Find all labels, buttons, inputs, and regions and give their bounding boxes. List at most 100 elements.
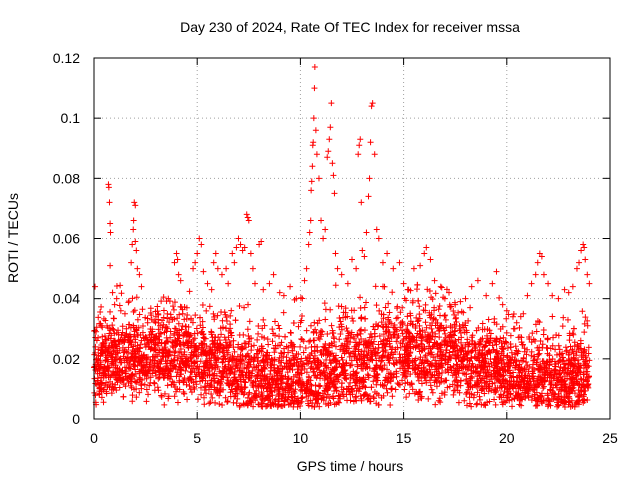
data-point xyxy=(222,325,229,332)
data-point xyxy=(249,382,256,389)
data-point xyxy=(334,265,341,272)
data-point xyxy=(103,379,110,386)
data-point xyxy=(491,396,498,403)
data-point xyxy=(133,247,140,254)
data-point xyxy=(555,342,562,349)
data-point xyxy=(442,360,449,367)
data-point xyxy=(404,313,411,320)
data-point xyxy=(330,330,337,337)
data-point xyxy=(490,359,497,366)
data-point xyxy=(415,297,422,304)
data-point xyxy=(465,341,472,348)
data-point xyxy=(536,319,543,326)
data-point xyxy=(369,341,376,348)
data-point xyxy=(368,103,375,110)
data-point xyxy=(326,379,333,386)
data-point xyxy=(393,359,400,366)
data-point xyxy=(311,319,318,326)
data-point xyxy=(435,306,442,313)
data-point xyxy=(320,367,327,374)
data-point xyxy=(461,397,468,404)
data-point xyxy=(363,229,370,236)
data-point xyxy=(194,396,201,403)
data-point xyxy=(106,372,113,379)
data-point xyxy=(93,381,100,388)
data-point xyxy=(318,360,325,367)
data-point xyxy=(533,377,540,384)
data-point xyxy=(326,370,333,377)
data-point xyxy=(515,334,522,341)
data-point xyxy=(265,397,272,404)
data-point xyxy=(351,353,358,360)
data-point xyxy=(353,380,360,387)
data-point xyxy=(104,358,111,365)
data-point xyxy=(152,372,159,379)
data-point xyxy=(232,392,239,399)
data-point xyxy=(324,154,331,161)
data-point xyxy=(564,316,571,323)
data-point xyxy=(326,136,333,143)
data-point xyxy=(438,284,445,291)
data-point xyxy=(146,382,153,389)
data-point xyxy=(201,394,208,401)
data-point xyxy=(379,344,386,351)
data-point xyxy=(232,365,239,372)
data-point xyxy=(226,367,233,374)
data-point xyxy=(206,349,213,356)
data-point xyxy=(222,336,229,343)
data-point xyxy=(389,289,396,296)
data-point xyxy=(333,364,340,371)
data-point xyxy=(332,352,339,359)
data-point xyxy=(375,392,382,399)
data-point xyxy=(575,346,582,353)
data-point xyxy=(322,316,329,323)
data-point xyxy=(260,316,267,323)
data-point xyxy=(564,394,571,401)
data-point xyxy=(544,369,551,376)
data-point xyxy=(182,367,189,374)
data-point xyxy=(233,378,240,385)
data-point xyxy=(425,350,432,357)
data-point xyxy=(489,280,496,287)
data-point xyxy=(269,326,276,333)
data-point xyxy=(242,353,249,360)
data-point xyxy=(125,364,132,371)
data-point xyxy=(540,383,547,390)
data-point xyxy=(446,289,453,296)
data-point xyxy=(190,336,197,343)
data-point xyxy=(573,399,580,406)
data-point xyxy=(314,390,321,397)
data-point xyxy=(117,282,124,289)
data-point xyxy=(305,359,312,366)
data-point xyxy=(130,350,137,357)
data-point xyxy=(520,310,527,317)
x-axis-title: GPS time / hours xyxy=(297,458,404,474)
data-point xyxy=(386,329,393,336)
data-point xyxy=(561,403,568,410)
data-point xyxy=(315,334,322,341)
data-point xyxy=(151,318,158,325)
data-point xyxy=(169,342,176,349)
data-point xyxy=(161,340,168,347)
data-point xyxy=(260,362,267,369)
data-point xyxy=(552,363,559,370)
data-point xyxy=(399,330,406,337)
data-point xyxy=(96,320,103,327)
data-point xyxy=(241,244,248,251)
data-point xyxy=(545,280,552,287)
data-point xyxy=(432,322,439,329)
data-point xyxy=(467,304,474,311)
data-point xyxy=(495,355,502,362)
data-point xyxy=(193,364,200,371)
data-point xyxy=(312,127,319,134)
data-point xyxy=(361,347,368,354)
data-point xyxy=(468,403,475,410)
data-point xyxy=(385,300,392,307)
data-point xyxy=(533,328,540,335)
data-point xyxy=(279,376,286,383)
data-point xyxy=(288,376,295,383)
data-point xyxy=(203,307,210,314)
data-point xyxy=(219,348,226,355)
data-point xyxy=(520,393,527,400)
data-point xyxy=(282,394,289,401)
